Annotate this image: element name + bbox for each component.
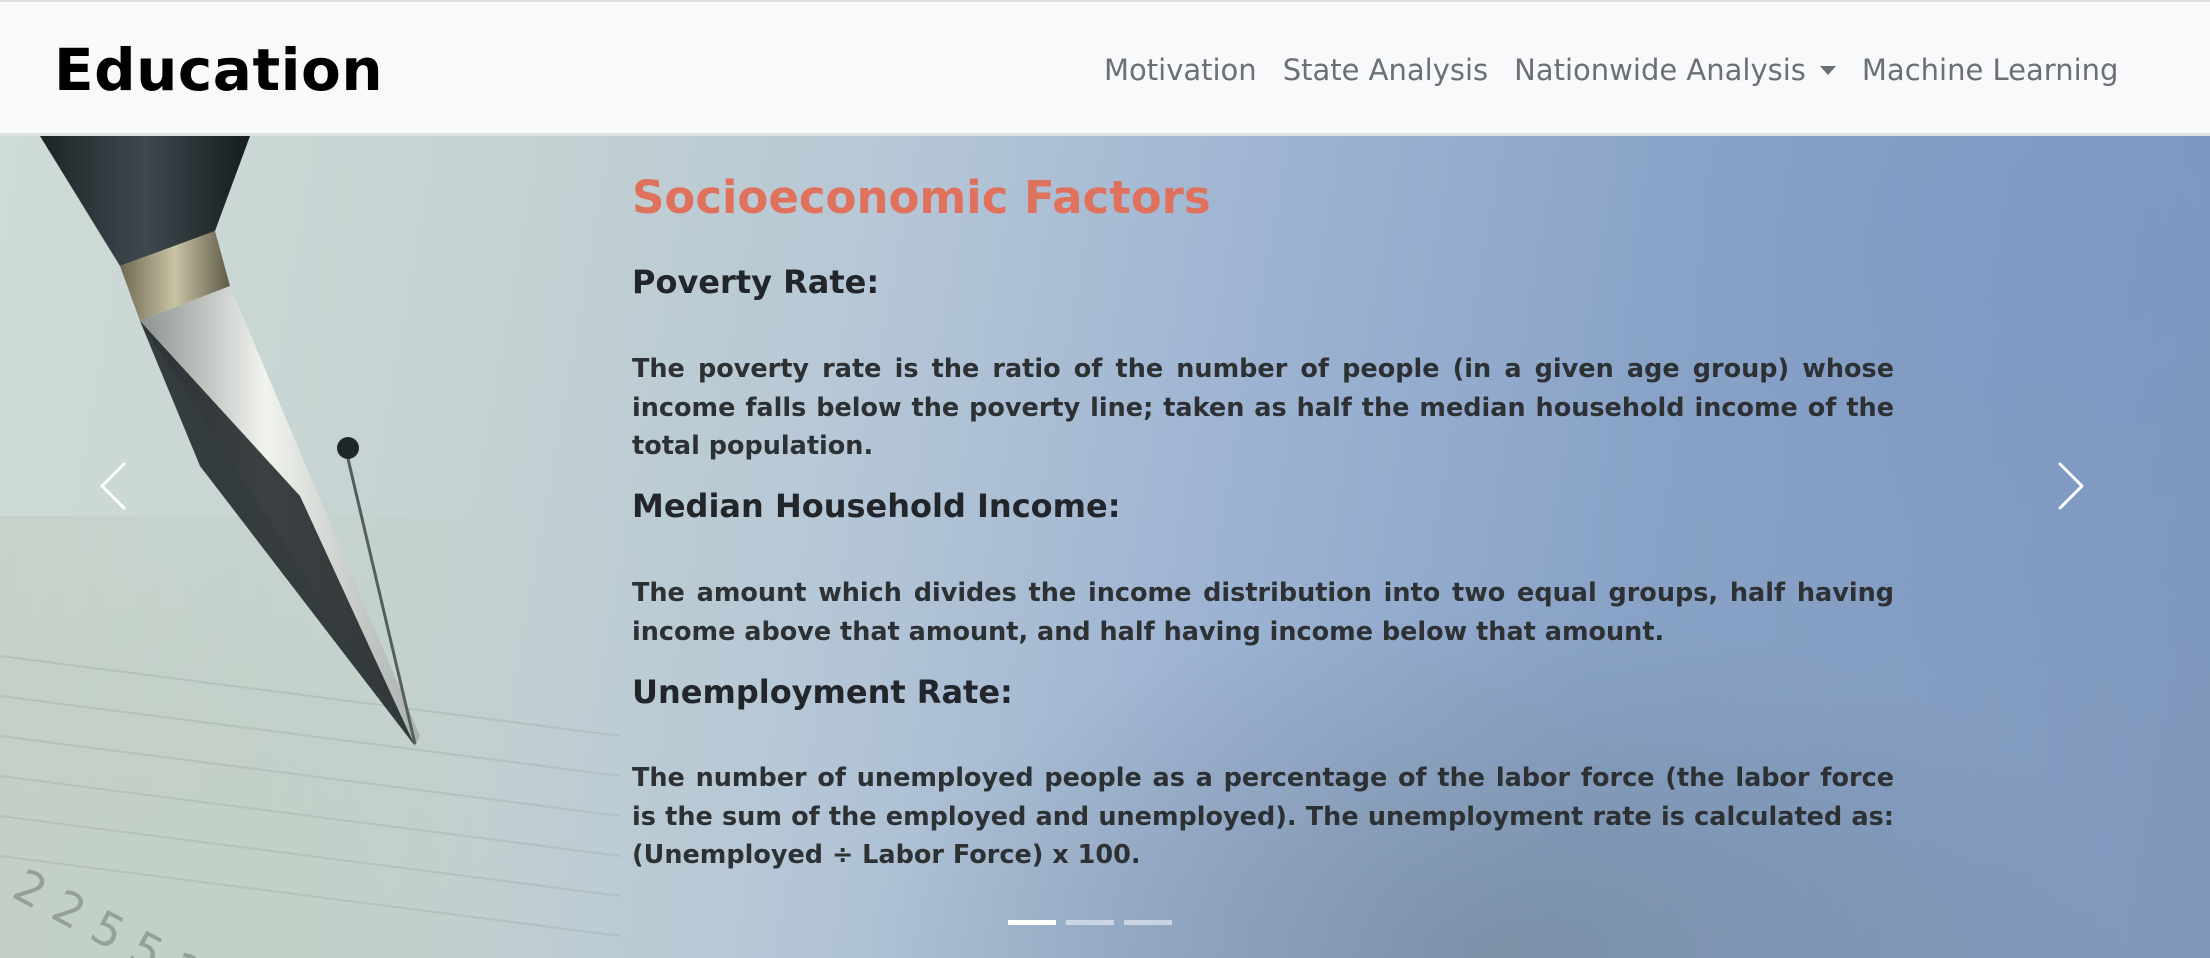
description-unemployment-rate: The number of unemployed people as a per… [632,763,1894,870]
caret-down-icon [1819,66,1836,75]
slide-title: Socioeconomic Factors [632,171,1211,224]
carousel-indicator-2[interactable] [1066,920,1114,925]
carousel-indicators [1008,920,1182,925]
carousel-prev-button[interactable] [86,456,146,516]
carousel-indicator-1[interactable] [1008,920,1056,925]
nav-link-machine-learning[interactable]: Machine Learning [1861,53,2119,87]
brand-logo[interactable]: Education [54,36,384,104]
nav-links: Motivation State Analysis Nationwide Ana… [1104,50,2118,90]
chevron-right-icon [2058,462,2084,510]
fountain-pen-image: 2 2 5 5 1 [0,136,620,958]
description-poverty-rate: The poverty rate is the ratio of the num… [632,354,1894,461]
nav-link-state-analysis[interactable]: State Analysis [1282,53,1489,87]
description-median-household-income: The amount which divides the income dist… [632,578,1894,647]
nav-dropdown-nationwide-analysis[interactable]: Nationwide Analysis [1514,50,1836,90]
nav-link-motivation[interactable]: Motivation [1104,53,1257,87]
nav-dropdown-label: Nationwide Analysis [1514,53,1806,87]
term-poverty-rate: Poverty Rate: [632,263,880,301]
carousel-indicator-3[interactable] [1124,920,1172,925]
term-unemployment-rate: Unemployment Rate: [632,673,1013,711]
carousel: 2 2 5 5 1 Socioeconomic Factors Poverty … [0,136,2210,958]
navbar: Education Motivation State Analysis Nati… [0,0,2210,136]
term-median-household-income: Median Household Income: [632,487,1121,525]
carousel-next-button[interactable] [2038,456,2098,516]
chevron-left-icon [100,462,126,510]
